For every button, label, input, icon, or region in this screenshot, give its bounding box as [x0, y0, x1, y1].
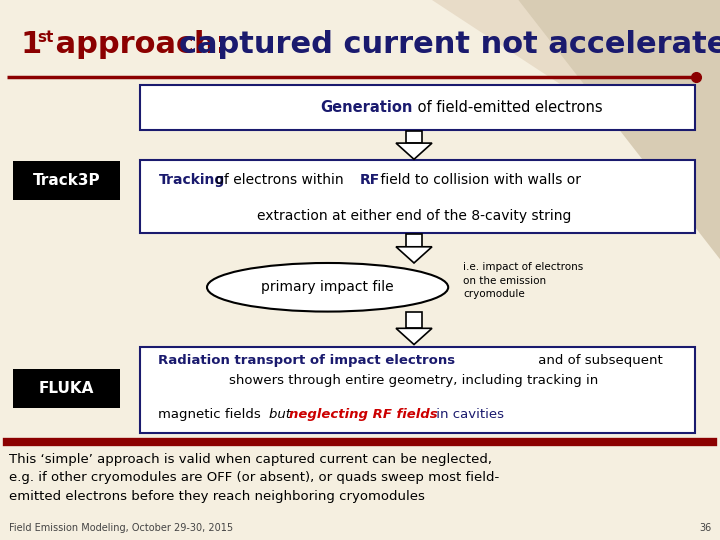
- Text: Field Emission Modeling, October 29-30, 2015: Field Emission Modeling, October 29-30, …: [9, 523, 233, 533]
- Text: of electrons within: of electrons within: [211, 173, 348, 187]
- Polygon shape: [396, 328, 432, 345]
- FancyBboxPatch shape: [406, 131, 422, 143]
- FancyBboxPatch shape: [140, 85, 695, 130]
- FancyBboxPatch shape: [13, 161, 120, 200]
- Polygon shape: [396, 247, 432, 263]
- Text: magnetic fields: magnetic fields: [158, 408, 266, 421]
- Text: extraction at either end of the 8-cavity string: extraction at either end of the 8-cavity…: [257, 209, 571, 223]
- Text: st: st: [37, 30, 54, 45]
- Text: Radiation transport of impact electrons: Radiation transport of impact electrons: [158, 354, 456, 367]
- Text: i.e. impact of electrons
on the emission
cryomodule: i.e. impact of electrons on the emission…: [463, 262, 583, 299]
- Polygon shape: [518, 0, 720, 259]
- FancyBboxPatch shape: [13, 369, 120, 408]
- Text: in cavities: in cavities: [432, 408, 504, 421]
- Polygon shape: [432, 0, 720, 189]
- FancyBboxPatch shape: [406, 312, 422, 328]
- Text: neglecting RF fields: neglecting RF fields: [289, 408, 438, 421]
- Text: This ‘simple’ approach is valid when captured current can be neglected,
e.g. if : This ‘simple’ approach is valid when cap…: [9, 453, 499, 503]
- Text: field to collision with walls or: field to collision with walls or: [376, 173, 581, 187]
- Text: captured current not accelerated: captured current not accelerated: [179, 30, 720, 59]
- Text: Generation: Generation: [320, 100, 413, 115]
- Text: showers through entire geometry, including tracking in: showers through entire geometry, includi…: [230, 374, 598, 387]
- Text: FLUKA: FLUKA: [39, 381, 94, 396]
- Text: primary impact file: primary impact file: [261, 280, 394, 294]
- FancyBboxPatch shape: [140, 160, 695, 233]
- Polygon shape: [396, 143, 432, 159]
- Text: Tracking: Tracking: [158, 173, 225, 187]
- Text: RF: RF: [360, 173, 380, 187]
- Text: but: but: [269, 408, 295, 421]
- Text: and of subsequent: and of subsequent: [534, 354, 662, 367]
- Ellipse shape: [207, 263, 448, 312]
- FancyBboxPatch shape: [406, 234, 422, 247]
- Text: 1: 1: [20, 30, 42, 59]
- Text: Track3P: Track3P: [32, 173, 100, 188]
- FancyBboxPatch shape: [140, 347, 695, 433]
- Text: approach:: approach:: [45, 30, 238, 59]
- Text: 36: 36: [699, 523, 711, 533]
- Text: of field-emitted electrons: of field-emitted electrons: [413, 100, 602, 115]
